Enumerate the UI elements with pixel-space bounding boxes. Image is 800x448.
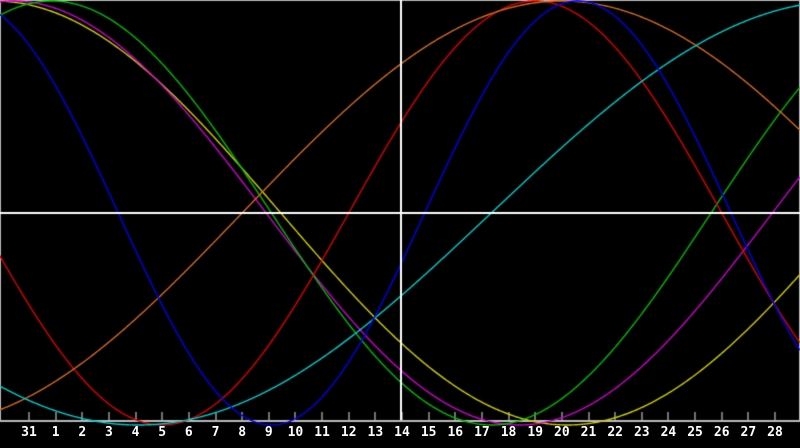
biorhythm-chart: 31 1 2 3 4 5 6 7 8 9 10 11 12 13 14 15 16 17 18 19 20 21 22 23 2… [0,0,800,448]
chart-canvas [0,0,800,448]
